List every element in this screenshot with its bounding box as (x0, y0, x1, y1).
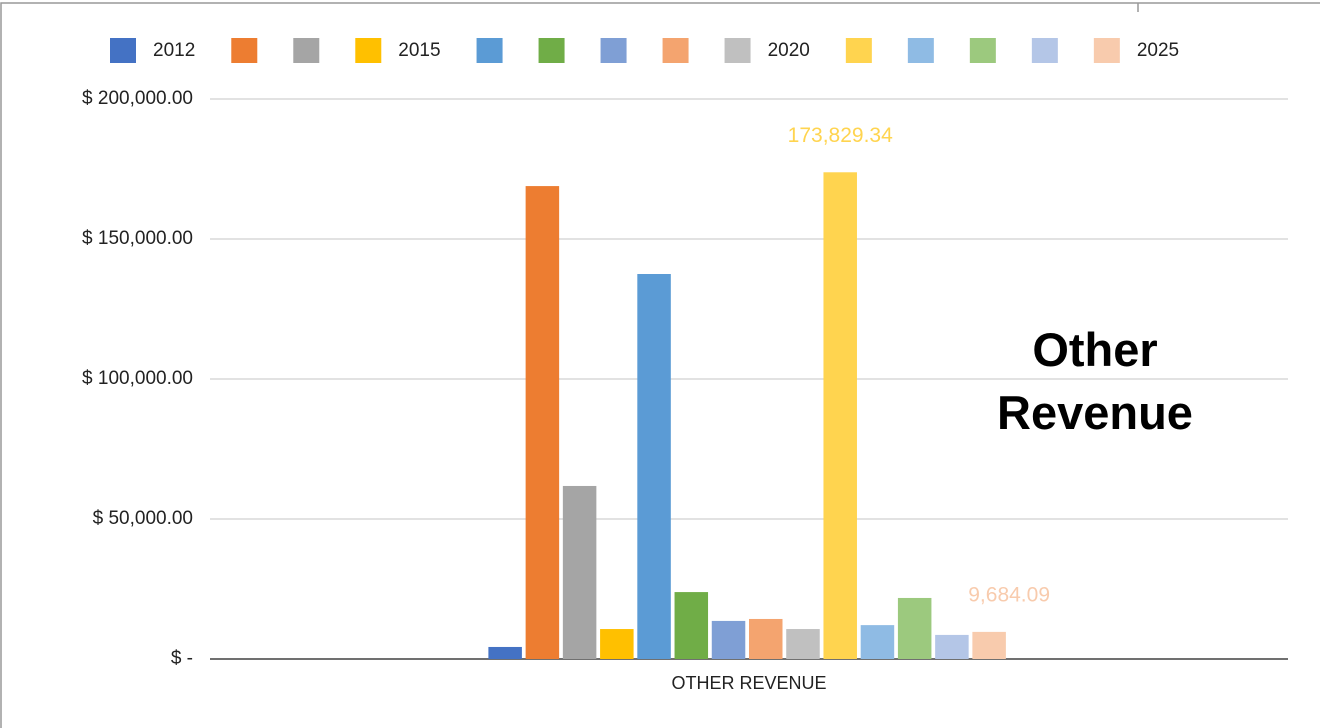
legend-swatch (662, 38, 689, 63)
legend-label: 2012 (153, 40, 195, 61)
bar (488, 646, 522, 659)
bar (674, 592, 709, 659)
legend-swatch (907, 38, 934, 63)
bar (711, 620, 746, 659)
legend-swatch (231, 38, 258, 63)
legend-swatch (355, 38, 382, 63)
data-label: 9,684.09 (968, 583, 1050, 606)
chart-title: Other Revenue (997, 323, 1193, 439)
legend-swatch (293, 38, 320, 63)
bar (749, 618, 783, 659)
y-tick-label: $ 200,000.00 (82, 88, 193, 109)
bar (935, 634, 969, 659)
y-tick-label: $ 100,000.00 (82, 368, 193, 389)
legend-swatch (600, 38, 627, 63)
legend-swatch (969, 38, 996, 63)
legend-label: 2025 (1137, 40, 1179, 61)
bar (637, 274, 671, 659)
data-label: 173,829.34 (788, 124, 893, 147)
legend-swatch (1093, 38, 1120, 63)
legend-swatch (1031, 38, 1058, 63)
bar (972, 631, 1006, 659)
bar (823, 172, 857, 660)
legend-swatch (538, 38, 565, 63)
bar (897, 597, 932, 659)
legend-swatch (724, 38, 751, 63)
bar (786, 629, 820, 659)
legend-label: 2015 (398, 40, 440, 61)
bar (600, 629, 634, 659)
bar (860, 625, 895, 659)
legend-swatch (110, 38, 136, 63)
bar (525, 186, 560, 659)
legend-swatch (845, 38, 872, 63)
y-tick-label: $ - (171, 648, 193, 669)
y-tick-label: $ 150,000.00 (82, 228, 193, 249)
bar (562, 485, 597, 659)
x-tick-label: OTHER REVENUE (671, 673, 826, 693)
legend-label: 2020 (768, 40, 810, 61)
y-tick-label: $ 50,000.00 (93, 508, 193, 529)
legend-swatch (476, 38, 503, 63)
